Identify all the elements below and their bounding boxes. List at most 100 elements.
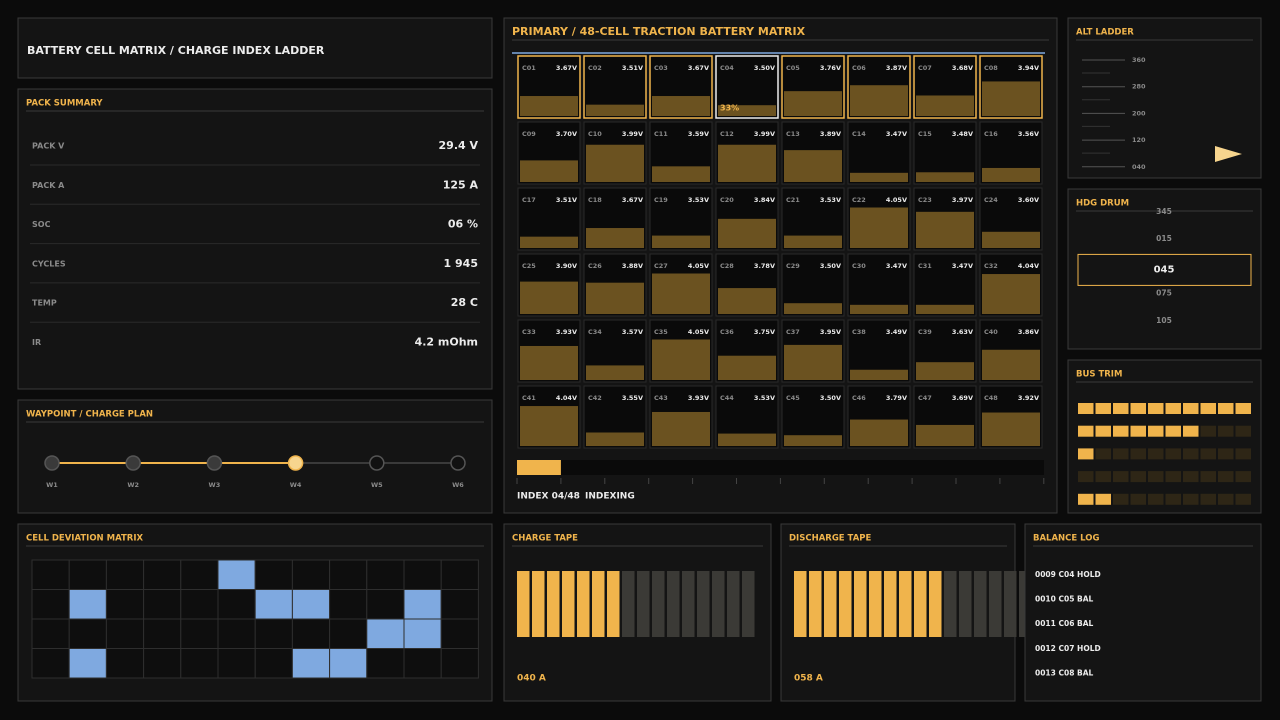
summary-value: 06 % [448,218,478,231]
deviation-cell [105,559,145,590]
panel-title: PRIMARY / 48-CELL TRACTION BATTERY MATRI… [512,25,806,38]
cell-fill [718,355,776,380]
header-title: BATTERY CELL MATRIX / CHARGE INDEX LADDE… [27,44,325,57]
cell-voltage: 3.53V [688,196,709,204]
cell-id: C46 [852,394,866,402]
cell-fill [784,435,842,446]
cell-fill [520,236,578,248]
cell-voltage: 3.50V [820,394,841,402]
tape-bar [667,571,680,637]
trim-segment [1183,471,1199,483]
log-line: 0012 C07 HOLD [1035,644,1101,653]
tape-bar [622,571,635,637]
cell-id: C45 [786,394,800,402]
cell-id: C03 [654,64,668,72]
waypoint-node [369,455,385,471]
cell-fill [652,235,710,248]
cell-fill [586,228,644,248]
summary-label: CYCLES [32,259,66,268]
trim-segment [1148,471,1164,483]
deviation-cell [403,648,442,679]
cell-voltage: 4.05V [688,328,709,336]
index-label: INDEX 04/48 [517,492,580,502]
cell-voltage: 3.99V [622,130,643,138]
deviation-cell [329,648,368,679]
tape-bar [884,571,897,637]
cell-id: C29 [786,262,800,270]
cell-voltage: 3.59V [688,130,709,138]
trim-segment [1148,493,1164,505]
trim-segment [1183,448,1199,460]
cell-id: C07 [918,64,932,72]
summary-label: PACK V [32,142,65,151]
summary-value: 4.2 mOhm [415,336,478,349]
cell-fill [520,160,578,182]
deviation-cell [329,589,368,620]
cell-fill [982,81,1040,116]
trim-segment [1148,425,1164,437]
ladder-label: 040 [1132,163,1146,171]
trim-segment [1078,448,1094,460]
summary-value: 29.4 V [439,139,479,152]
panel-title: WAYPOINT / CHARGE PLAN [26,410,153,420]
cell-id: C47 [918,394,932,402]
deviation-cell [105,618,145,649]
cell-id: C27 [654,262,668,270]
cell-voltage: 3.48V [952,130,973,138]
trim-segment [1235,471,1251,483]
panel-title: HDG DRUM [1076,199,1129,209]
cell-fill [586,432,644,446]
deviation-cell [403,589,442,620]
tape-bar [839,571,852,637]
cell-voltage: 3.53V [754,394,775,402]
log-line: 0010 C05 BAL [1035,595,1094,604]
summary-value: 1 945 [444,257,478,270]
deviation-cell [254,648,293,679]
tape-bar [607,571,620,637]
cell-voltage: 3.47V [952,262,973,270]
summary-label: PACK A [32,181,65,190]
summary-value: 125 A [443,178,479,191]
cell-voltage: 3.51V [556,196,577,204]
cell-voltage: 3.90V [556,262,577,270]
tape-bar [697,571,710,637]
cell-fill [784,303,842,314]
cell-id: C10 [588,130,602,138]
panel-title: CELL DEVIATION MATRIX [26,534,144,544]
cell-voltage: 3.93V [556,328,577,336]
cell-voltage: 3.86V [1018,328,1039,336]
cell-fill [850,85,908,116]
trim-segment [1095,448,1111,460]
cell-voltage: 3.95V [820,328,841,336]
trim-segment [1165,471,1181,483]
cell-fill [850,207,908,248]
cell-voltage: 3.70V [556,130,577,138]
cell-voltage: 3.69V [952,394,973,402]
cell-id: C25 [522,262,536,270]
cell-fill [916,211,974,248]
trim-segment [1130,471,1146,483]
cell-fill [784,235,842,248]
progress-fill [517,460,561,475]
tape-bar [547,571,560,637]
cell-voltage: 3.49V [886,328,907,336]
trim-segment [1200,448,1216,460]
deviation-cell [180,648,219,679]
deviation-cell [31,648,70,679]
waypoint-label: W6 [452,481,464,489]
cell-voltage: 3.99V [754,130,775,138]
cell-id: C34 [588,328,602,336]
cell-id: C39 [918,328,932,336]
cell-id: C41 [522,394,536,402]
cell-fill [850,172,908,182]
cell-id: C19 [654,196,668,204]
tape-bar [577,571,590,637]
trim-segment [1235,448,1251,460]
drum-value: 015 [1156,234,1172,243]
summary-label: TEMP [32,299,57,308]
deviation-cell [143,648,182,679]
deviation-cell [217,589,256,620]
tape-bar [974,571,987,637]
trim-segment [1095,471,1111,483]
cell-id: C38 [852,328,866,336]
